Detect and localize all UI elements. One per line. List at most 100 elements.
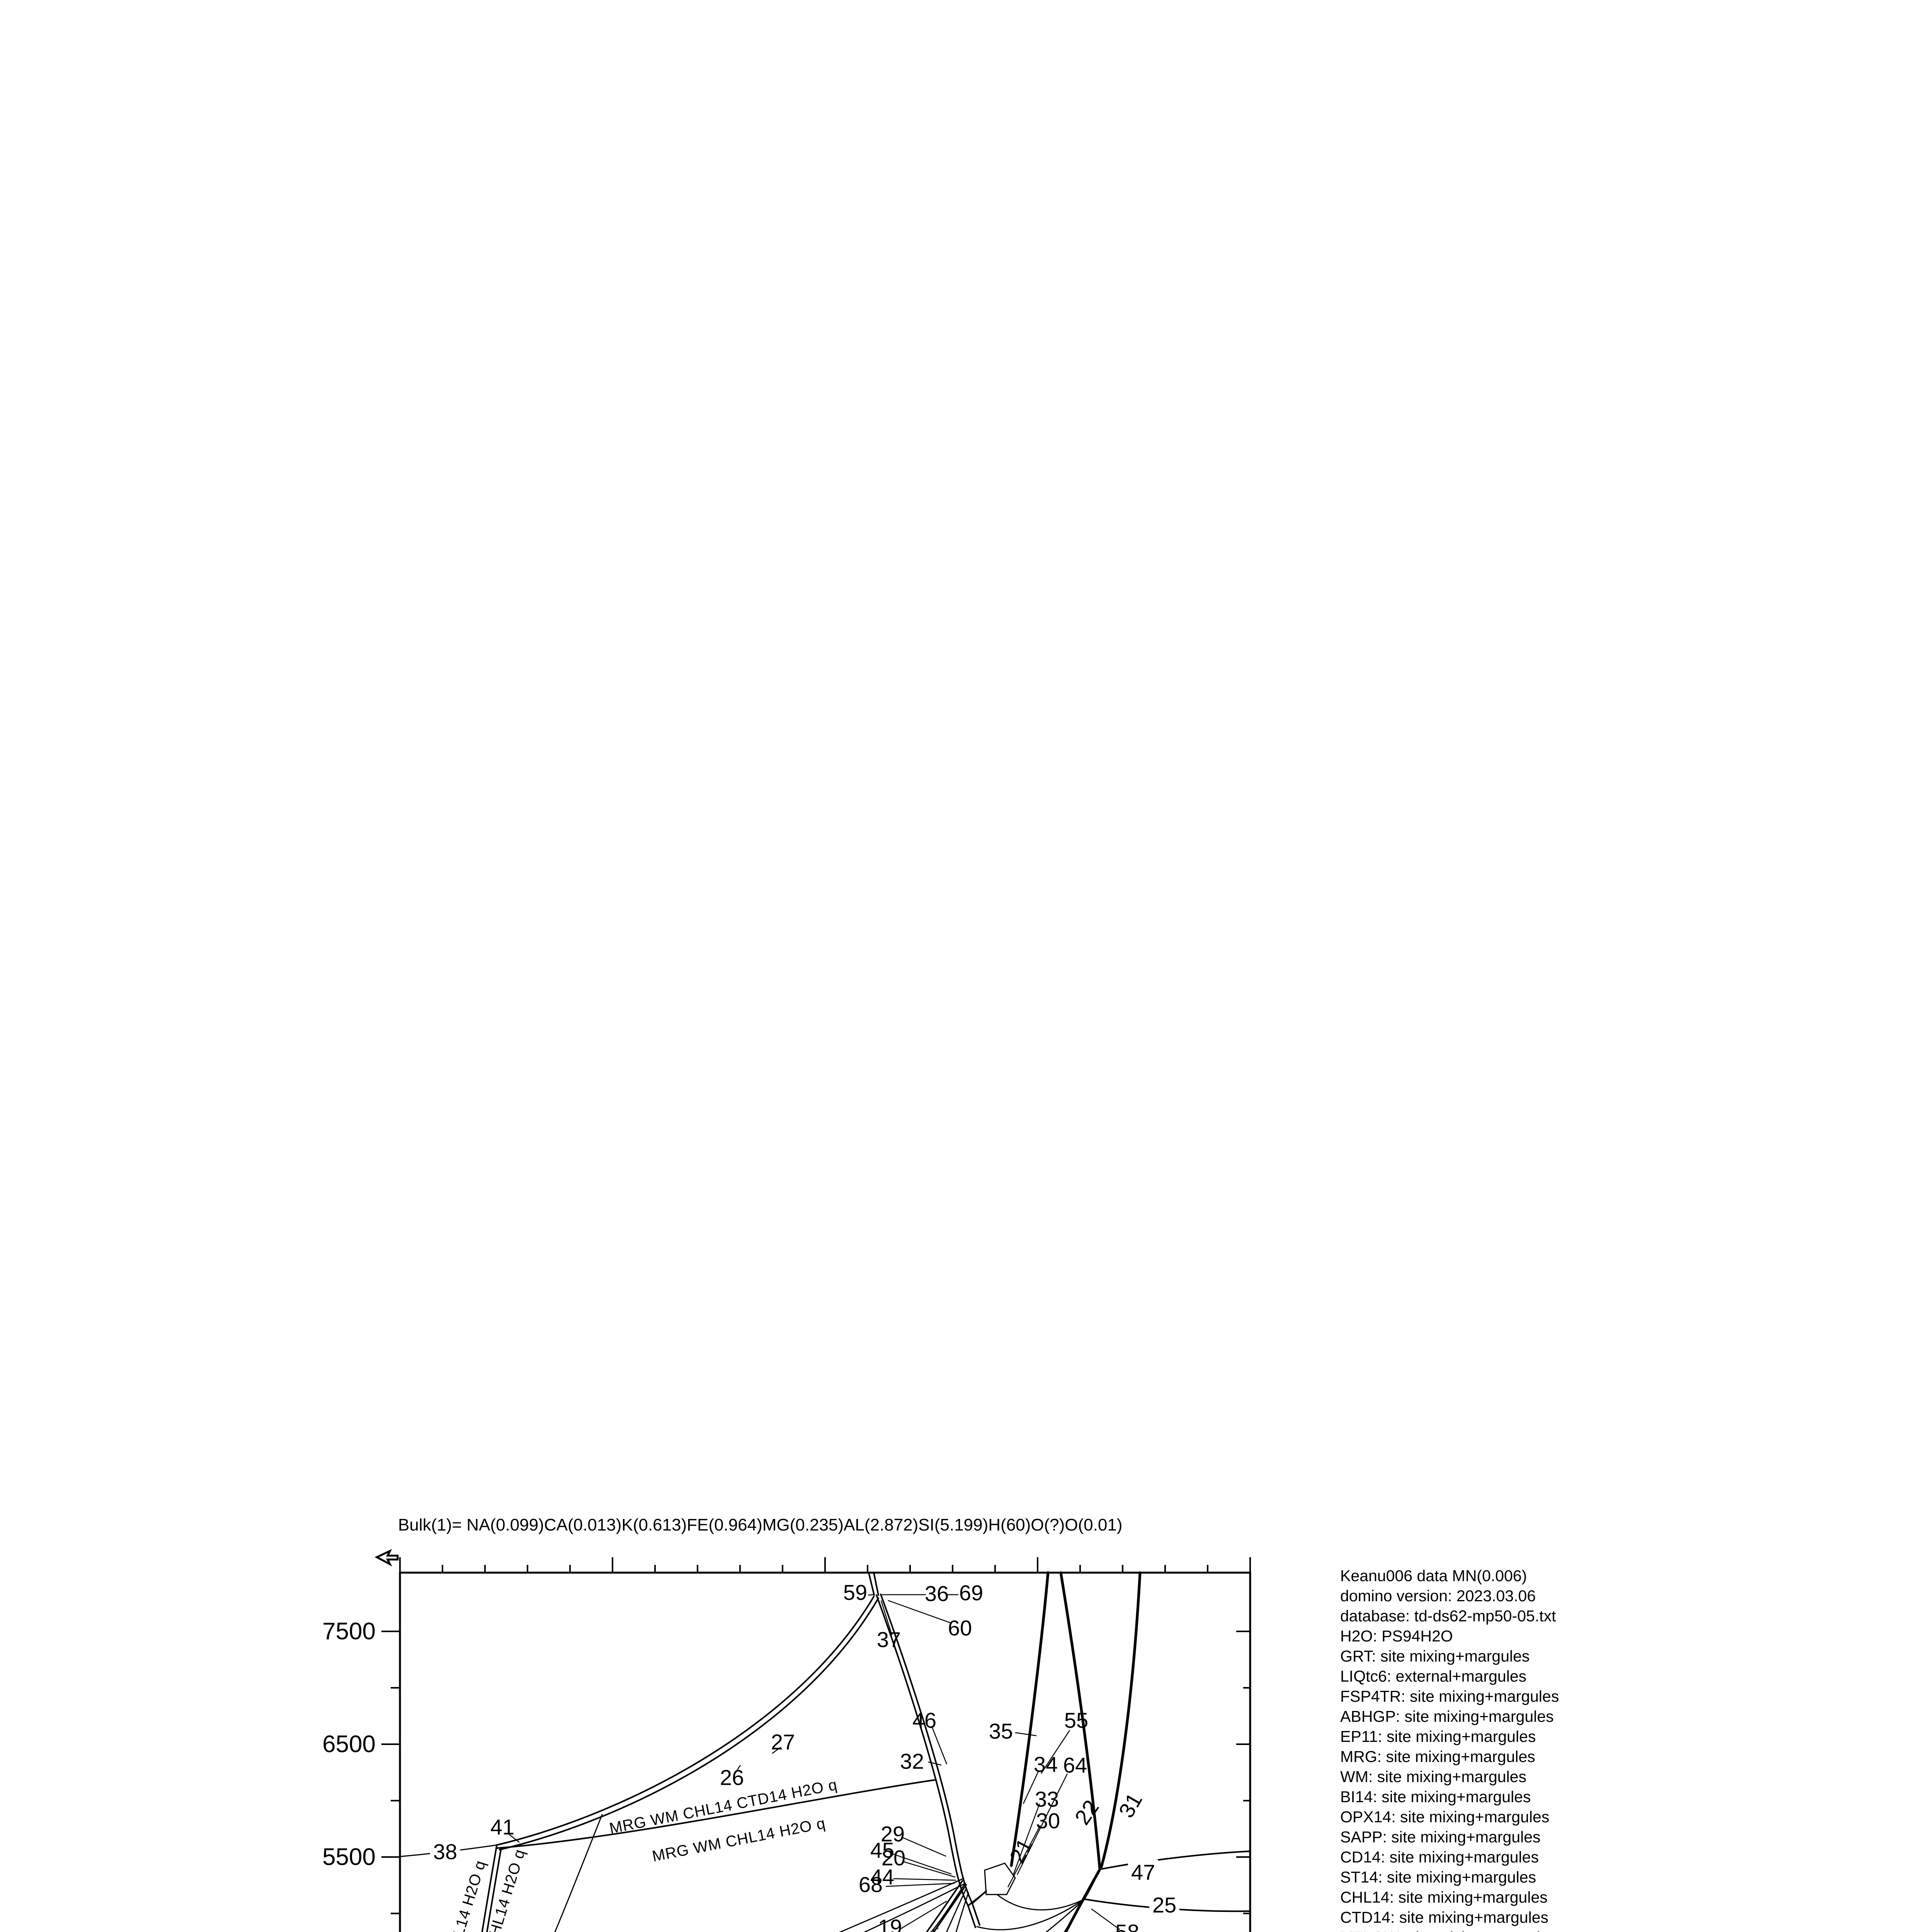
reaction-curve: [967, 1905, 976, 1928]
legend-line: SAPP: site mixing+margules: [1340, 1828, 1541, 1846]
legend-line: WM: site mixing+margules: [1340, 1768, 1526, 1786]
reaction-curve: [868, 1572, 875, 1596]
curve-label-68: 68: [858, 1872, 883, 1897]
curve-label-19: 19: [878, 1915, 902, 1932]
curve-label-20: 20: [881, 1845, 906, 1870]
curve-label-35: 35: [989, 1719, 1013, 1743]
legend-line: BI14: site mixing+margules: [1340, 1788, 1531, 1806]
reaction-curve: [876, 1594, 985, 1907]
curve-label-34: 34: [1033, 1752, 1058, 1777]
legend-line: ST14: site mixing+margules: [1340, 1868, 1537, 1886]
leader-line: [1012, 1803, 1040, 1875]
legend-line: database: td-ds62-mp50-05.txt: [1340, 1607, 1556, 1625]
bulk-composition-title: Bulk(1)= NA(0.099)CA(0.013)K(0.613)FE(0.…: [398, 1515, 1123, 1534]
reaction-curve: [499, 1597, 879, 1850]
curve-label-41: 41: [490, 1815, 515, 1839]
reaction-curve: [1063, 1898, 1085, 1932]
leader-line: [928, 1761, 942, 1766]
plot-corner-cursor-icon: [374, 1549, 399, 1566]
curve-label-33: 33: [1035, 1787, 1059, 1811]
reaction-curve: [481, 1845, 497, 1932]
reaction-curve: [863, 1883, 966, 1932]
leader-line: [509, 1834, 520, 1843]
reaction-curve: [496, 1596, 875, 1846]
reaction-curve: [1010, 1571, 1050, 1867]
legend-line: MTLOW: site mixing+margules: [1340, 1927, 1559, 1932]
curve-label-46: 46: [912, 1708, 937, 1733]
curve-label-45: 45: [870, 1838, 895, 1862]
curve-label-59: 59: [843, 1580, 868, 1605]
curve-label-64: 64: [1063, 1753, 1087, 1777]
curve-label-69: 69: [959, 1580, 984, 1605]
legend-line: EP11: site mixing+margules: [1340, 1728, 1536, 1745]
leader-line: [931, 1727, 948, 1765]
curve-label-37: 37: [876, 1627, 901, 1652]
curve-label-47: 47: [1128, 1859, 1159, 1885]
legend-line: domino version: 2023.03.06: [1340, 1587, 1536, 1605]
y-tick-label: 5500: [322, 1844, 376, 1871]
curve-label-60: 60: [948, 1616, 972, 1640]
leader-line: [1007, 1825, 1041, 1888]
reaction-curve: [930, 1884, 965, 1932]
leader-line: [880, 1600, 893, 1636]
leader-line: [1016, 1773, 1068, 1875]
leader-line: [892, 1853, 952, 1875]
curve-label-44: 44: [870, 1864, 895, 1889]
reaction-curve: [976, 1898, 1085, 1930]
legend-line: MRG: site mixing+margules: [1340, 1748, 1535, 1765]
reaction-curve: [839, 1878, 964, 1932]
legend-line: CD14: site mixing+margules: [1340, 1848, 1539, 1866]
leader-line: [901, 1836, 946, 1857]
reaction-curve: [996, 1894, 1085, 1911]
leader-line: [1091, 1908, 1120, 1930]
reaction-curve: [946, 1888, 967, 1932]
leader-line: [734, 1765, 741, 1774]
reaction-curve: [1045, 1898, 1085, 1932]
curve-label-36: 36: [924, 1581, 949, 1606]
leader-line: [885, 1883, 955, 1887]
y-tick-label: 7500: [322, 1618, 376, 1645]
reaction-curve: [486, 1847, 502, 1932]
reaction-curve: [880, 1594, 987, 1905]
reaction-curve: [984, 1862, 1016, 1895]
curve-label-25: 25: [1149, 1892, 1180, 1918]
reaction-curve: [1099, 1571, 1142, 1870]
curve-label-30: 30: [1036, 1808, 1060, 1833]
reaction-curve: [955, 1892, 969, 1932]
solution-model-legend: Keanu006 data MN(0.006) domino version: 2…: [1340, 1566, 1559, 1932]
leader-line: [1040, 1730, 1070, 1774]
y-tick-label: 6500: [322, 1731, 376, 1758]
legend-line: H2O: PS94H2O: [1340, 1627, 1453, 1645]
leader-line: [888, 1600, 951, 1624]
legend-line: CTD14: site mixing+margules: [1340, 1908, 1548, 1926]
curve-label-38: 38: [430, 1839, 461, 1864]
leader-line: [1023, 1770, 1040, 1804]
legend-line: CHL14: site mixing+margules: [1340, 1888, 1548, 1906]
reaction-curve: [873, 1572, 879, 1596]
reaction-curve: [1059, 1571, 1101, 1871]
curve-label-27: 27: [771, 1730, 795, 1754]
leader-line: [772, 1747, 781, 1754]
curve-label-26: 26: [720, 1765, 744, 1790]
leader-line: [1015, 1732, 1037, 1736]
curve-label-29: 29: [880, 1821, 905, 1846]
reaction-curve: [554, 1814, 603, 1932]
reaction-curve: [1099, 1850, 1251, 1870]
axis-ticks: [381, 1557, 1251, 1914]
legend-line: OPX14: site mixing+margules: [1340, 1808, 1550, 1826]
leader-line: [893, 1878, 956, 1881]
legend-line: LIQtc6: external+margules: [1340, 1667, 1526, 1685]
legend-line: ABHGP: site mixing+margules: [1340, 1708, 1554, 1725]
legend-line: Keanu006 data MN(0.006): [1340, 1567, 1527, 1585]
reaction-curves: [398, 1571, 1251, 1932]
reaction-curve: [496, 1779, 937, 1849]
leader-line: [900, 1900, 947, 1930]
curve-label-32: 32: [900, 1749, 924, 1774]
legend-line: GRT: site mixing+margules: [1340, 1647, 1530, 1665]
leader-line: [903, 1861, 956, 1878]
label-leader-lines: [509, 1594, 1120, 1932]
legend-line: FSP4TR: site mixing+margules: [1340, 1687, 1559, 1705]
reaction-curve: [972, 1903, 980, 1926]
